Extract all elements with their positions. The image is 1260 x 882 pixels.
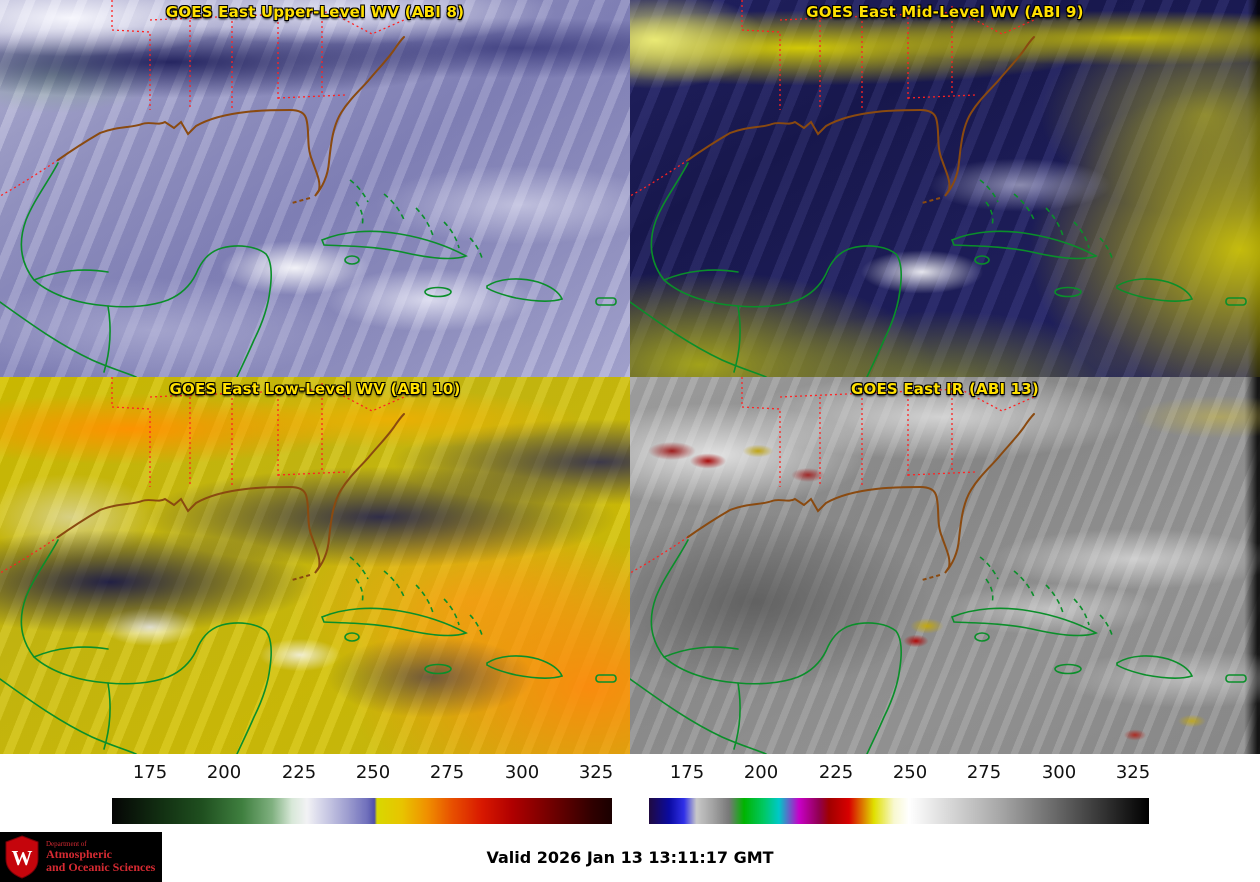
ir-colorbar-ticks: 175 200 225 250 275 300 325 [649,762,1151,786]
tick-label: 325 [1115,762,1151,783]
panel-upper-level-wv: GOES East Upper-Level WV (ABI 8) [0,0,630,377]
tick-label: 275 [429,762,465,783]
panel-ir: GOES East IR (ABI 13) [630,377,1260,754]
svg-text:W: W [12,846,33,870]
tick-label: 275 [966,762,1002,783]
ir-colorbar [649,798,1149,824]
panel-title-abi13: GOES East IR (ABI 13) [850,380,1039,398]
tick-label: 300 [504,762,540,783]
colorbar-strip: 175 200 225 250 275 300 325 175 200 225 … [0,754,1260,832]
uw-crest-icon: W [5,835,39,879]
uw-aos-logo: W Department of Atmospheric and Oceanic … [0,832,162,882]
panel-title-abi9: GOES East Mid-Level WV (ABI 9) [806,3,1084,21]
logo-line2: and Oceanic Sciences [46,859,156,874]
valid-time: Valid 2026 Jan 13 13:11:17 GMT [486,847,774,867]
map-overlay [0,377,617,754]
map-overlay [630,377,1247,754]
tick-label: 225 [281,762,317,783]
tick-label: 200 [743,762,779,783]
panel-title-abi8: GOES East Upper-Level WV (ABI 8) [165,3,465,21]
panel-title-abi10: GOES East Low-Level WV (ABI 10) [169,380,461,398]
footer: Valid 2026 Jan 13 13:11:17 GMT W Departm… [0,832,1260,882]
map-overlay [630,0,1247,377]
tick-label: 250 [892,762,928,783]
tick-label: 225 [818,762,854,783]
tick-label: 200 [206,762,242,783]
panel-mid-level-wv: GOES East Mid-Level WV (ABI 9) [630,0,1260,377]
tick-label: 250 [355,762,391,783]
logo-text: Department of Atmospheric and Oceanic Sc… [46,839,156,874]
wv-colorbar-ticks: 175 200 225 250 275 300 325 [112,762,614,786]
tick-label: 175 [132,762,168,783]
panel-low-level-wv: GOES East Low-Level WV (ABI 10) [0,377,630,754]
logo-dept-line: Department of [46,839,87,848]
map-overlay [0,0,617,377]
logo-line1: Atmospheric [46,847,112,862]
tick-label: 175 [669,762,705,783]
wv-colorbar [112,798,612,824]
tick-label: 325 [578,762,614,783]
tick-label: 300 [1041,762,1077,783]
